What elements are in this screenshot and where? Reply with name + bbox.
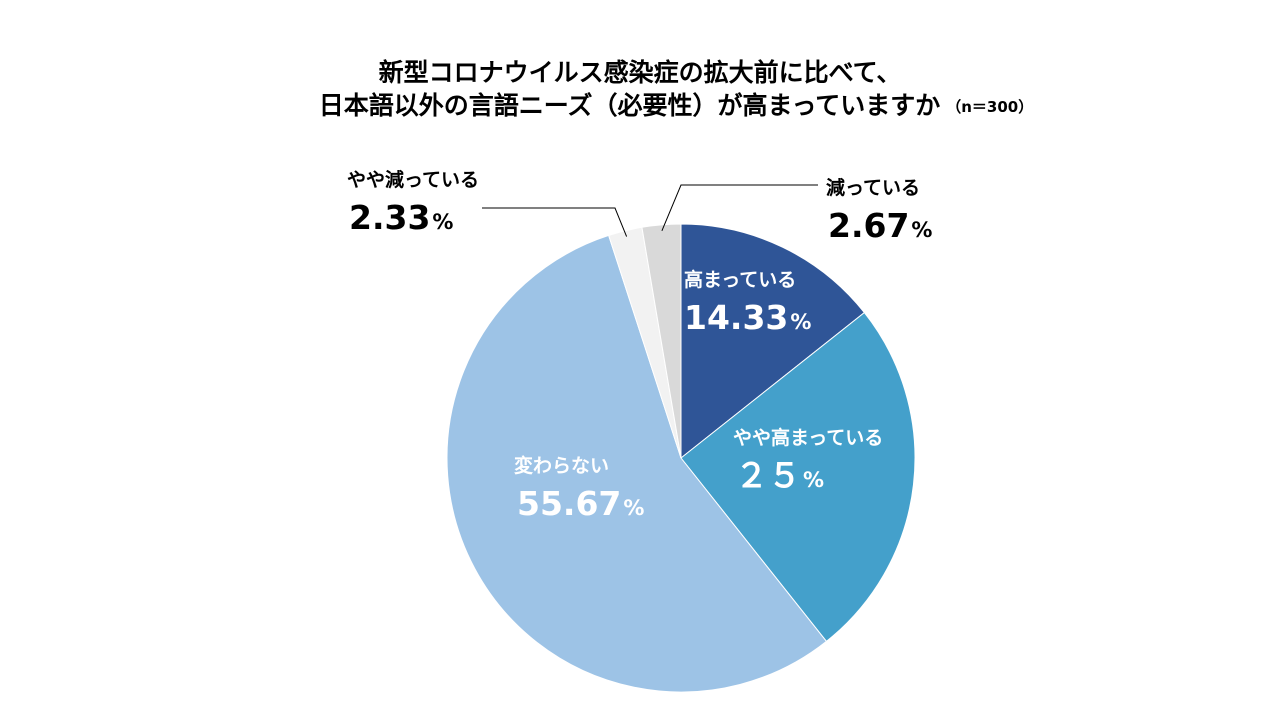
slice-value-unit: %: [803, 468, 825, 492]
slice-category: 高まっている: [684, 269, 797, 291]
slice-value-unit: %: [790, 310, 812, 334]
slice-category: 変わらない: [514, 455, 610, 477]
slice-label-takamatteiru: 高まっている 14.33%: [684, 269, 811, 335]
slice-value: 2.67%: [828, 209, 932, 242]
pie-slice-hetteiru: [641, 223, 682, 459]
slice-value-unit: %: [623, 496, 645, 520]
slice-value-number: 2.67: [828, 206, 910, 245]
pie-slice-kawaranai: [446, 234, 828, 693]
slice-label-yaya-takamatteiru: やや高まっている ２５%: [733, 427, 884, 493]
slice-category: やや減っている: [347, 169, 480, 191]
slice-label-yaya-hetteiru: やや減っている 2.33%: [347, 169, 480, 235]
slice-category: 減っている: [826, 177, 921, 199]
slice-value-unit: %: [911, 218, 933, 242]
slice-value: 55.67%: [517, 487, 644, 520]
slice-value-number: ２５: [735, 456, 801, 495]
slice-value: ２５%: [735, 459, 883, 492]
chart-title-line2: 日本語以外の言語ニーズ（必要性）が高まっていますか （n＝300）: [36, 93, 1280, 118]
slice-value: 2.33%: [349, 201, 479, 234]
slice-label-hetteiru: 減っている 2.67%: [826, 177, 932, 243]
slice-value: 14.33%: [684, 301, 811, 334]
slice-category: やや高まっている: [733, 427, 884, 449]
chart-title-line1: 新型コロナウイルス感染症の拡大前に比べて、: [378, 58, 902, 87]
leader-line-yaya-hetteiru: [482, 207, 628, 237]
slice-value-number: 55.67: [517, 484, 622, 523]
slice-value-number: 2.33: [349, 198, 431, 237]
slice-label-kawaranai: 変わらない 55.67%: [514, 455, 644, 521]
chart-title-line2-text: 日本語以外の言語ニーズ（必要性）が高まっていますか: [318, 91, 941, 120]
pie-slice-yaya-takamatteiru: [680, 311, 916, 643]
slice-value-number: 14.33: [684, 298, 789, 337]
leader-line-hetteiru: [661, 184, 818, 231]
slice-value-unit: %: [432, 210, 454, 234]
pie-slice-takamatteiru: [680, 223, 866, 460]
sample-size-label: （n＝300）: [946, 98, 1034, 116]
